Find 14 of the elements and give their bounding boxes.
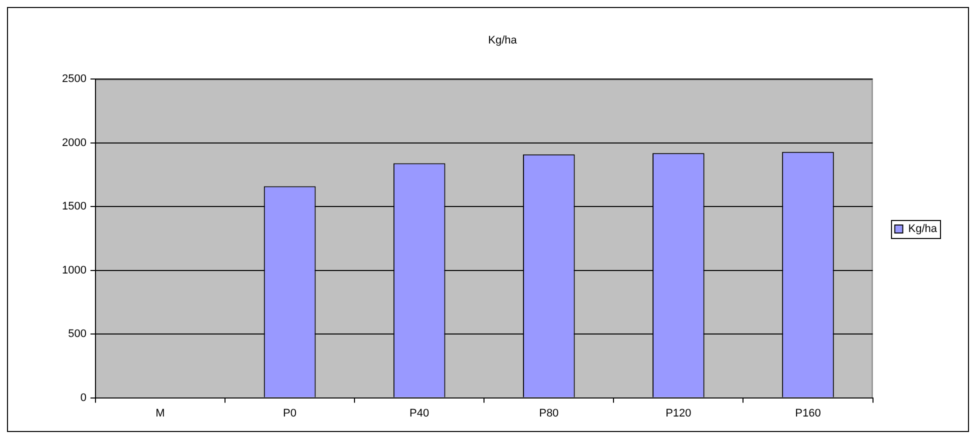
x-tick-label: P120	[666, 407, 692, 420]
y-tick-label: 2000	[62, 136, 86, 149]
y-tick-label: 2500	[62, 73, 86, 86]
y-tick-label: 1000	[62, 264, 86, 276]
x-tick-label: P0	[283, 407, 297, 420]
x-tick-label: P160	[795, 407, 821, 420]
y-tick-label: 0	[80, 392, 86, 404]
chart-title: Kg/ha	[488, 34, 518, 47]
x-tick-label: M	[156, 407, 165, 420]
y-tick-label: 1500	[62, 200, 86, 213]
x-tick-label: P40	[410, 407, 430, 420]
x-tick-label: P80	[539, 407, 559, 420]
y-tick-label: 500	[68, 328, 86, 340]
legend-label: Kg/ha	[908, 223, 938, 236]
